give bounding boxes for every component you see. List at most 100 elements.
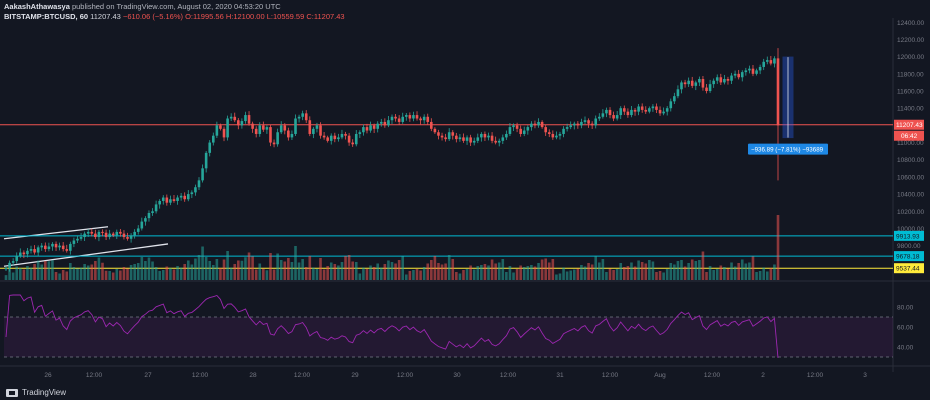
candle[interactable] (487, 132, 490, 141)
candle[interactable] (690, 76, 694, 89)
candle[interactable] (147, 210, 151, 222)
candle[interactable] (476, 133, 480, 144)
candle[interactable] (51, 242, 54, 251)
candle[interactable] (379, 118, 383, 127)
candle[interactable] (362, 124, 365, 136)
candle[interactable] (240, 118, 244, 129)
candle[interactable] (583, 116, 587, 125)
candle[interactable] (419, 116, 422, 125)
candle[interactable] (115, 229, 119, 240)
candle[interactable] (387, 116, 390, 128)
candle[interactable] (748, 65, 751, 74)
candle[interactable] (222, 126, 226, 142)
candle[interactable] (101, 229, 104, 237)
candle[interactable] (483, 131, 487, 142)
candle[interactable] (640, 103, 644, 113)
candle[interactable] (530, 121, 533, 131)
candle[interactable] (219, 123, 222, 131)
candle[interactable] (72, 237, 76, 248)
candle[interactable] (676, 85, 680, 99)
candle[interactable] (190, 190, 194, 199)
candle[interactable] (565, 123, 569, 132)
candle[interactable] (644, 106, 648, 114)
candle[interactable] (351, 139, 354, 147)
candle[interactable] (22, 250, 26, 259)
candle[interactable] (615, 111, 619, 121)
candle[interactable] (755, 68, 758, 76)
candle[interactable] (451, 130, 455, 140)
candle[interactable] (262, 121, 265, 132)
candle[interactable] (186, 190, 190, 202)
candle[interactable] (347, 132, 351, 146)
candle[interactable] (94, 229, 97, 240)
candle[interactable] (658, 106, 662, 116)
candle[interactable] (333, 132, 337, 143)
candle[interactable] (440, 132, 444, 141)
candle[interactable] (15, 252, 19, 264)
candle[interactable] (469, 134, 472, 146)
candle[interactable] (404, 113, 408, 121)
candle[interactable] (11, 258, 15, 266)
candle[interactable] (762, 58, 766, 71)
candle[interactable] (254, 126, 258, 138)
candle[interactable] (580, 118, 583, 129)
candle[interactable] (508, 123, 512, 136)
candle[interactable] (612, 111, 615, 122)
candle[interactable] (97, 230, 101, 242)
candle[interactable] (279, 121, 283, 135)
candle[interactable] (412, 111, 415, 122)
candle[interactable] (83, 231, 86, 242)
candle[interactable] (415, 111, 419, 121)
candle[interactable] (730, 72, 733, 85)
candle[interactable] (326, 135, 329, 143)
candle[interactable] (158, 199, 161, 209)
candle[interactable] (119, 228, 122, 237)
candle[interactable] (519, 125, 522, 137)
candle[interactable] (623, 105, 626, 115)
candle[interactable] (522, 126, 526, 137)
candle[interactable] (287, 127, 290, 141)
candle[interactable] (226, 115, 229, 141)
candle[interactable] (294, 114, 297, 136)
candle[interactable] (79, 233, 83, 241)
candle[interactable] (673, 92, 676, 104)
candle[interactable] (569, 121, 573, 130)
candle[interactable] (426, 113, 430, 125)
candle[interactable] (444, 133, 447, 142)
candle[interactable] (455, 132, 458, 143)
candle[interactable] (58, 242, 61, 251)
candle[interactable] (44, 242, 47, 252)
candle[interactable] (47, 242, 51, 252)
candle[interactable] (383, 118, 387, 128)
candle[interactable] (505, 130, 508, 140)
candle[interactable] (301, 110, 304, 121)
candle[interactable] (408, 112, 412, 122)
candle[interactable] (594, 115, 598, 129)
candle[interactable] (304, 110, 308, 123)
candle[interactable] (501, 134, 505, 145)
candle[interactable] (651, 104, 655, 112)
candle[interactable] (108, 229, 111, 240)
candle[interactable] (319, 122, 322, 139)
candle[interactable] (597, 113, 601, 121)
candle[interactable] (297, 114, 301, 123)
candle[interactable] (626, 108, 630, 118)
candle[interactable] (619, 106, 623, 120)
candle[interactable] (329, 133, 333, 145)
candle[interactable] (104, 229, 108, 240)
candle[interactable] (751, 64, 755, 77)
candle[interactable] (698, 76, 701, 87)
candle[interactable] (608, 107, 612, 119)
candle[interactable] (111, 231, 115, 238)
candle[interactable] (665, 106, 669, 116)
candle[interactable] (705, 83, 708, 94)
candle[interactable] (172, 195, 176, 203)
candle[interactable] (683, 79, 687, 88)
rsi-line[interactable] (5, 294, 779, 358)
trendline-upper[interactable] (3, 226, 109, 240)
candle[interactable] (354, 130, 358, 147)
candle[interactable] (265, 125, 269, 134)
candle[interactable] (201, 164, 204, 183)
candle[interactable] (283, 123, 287, 135)
candle[interactable] (576, 121, 580, 129)
